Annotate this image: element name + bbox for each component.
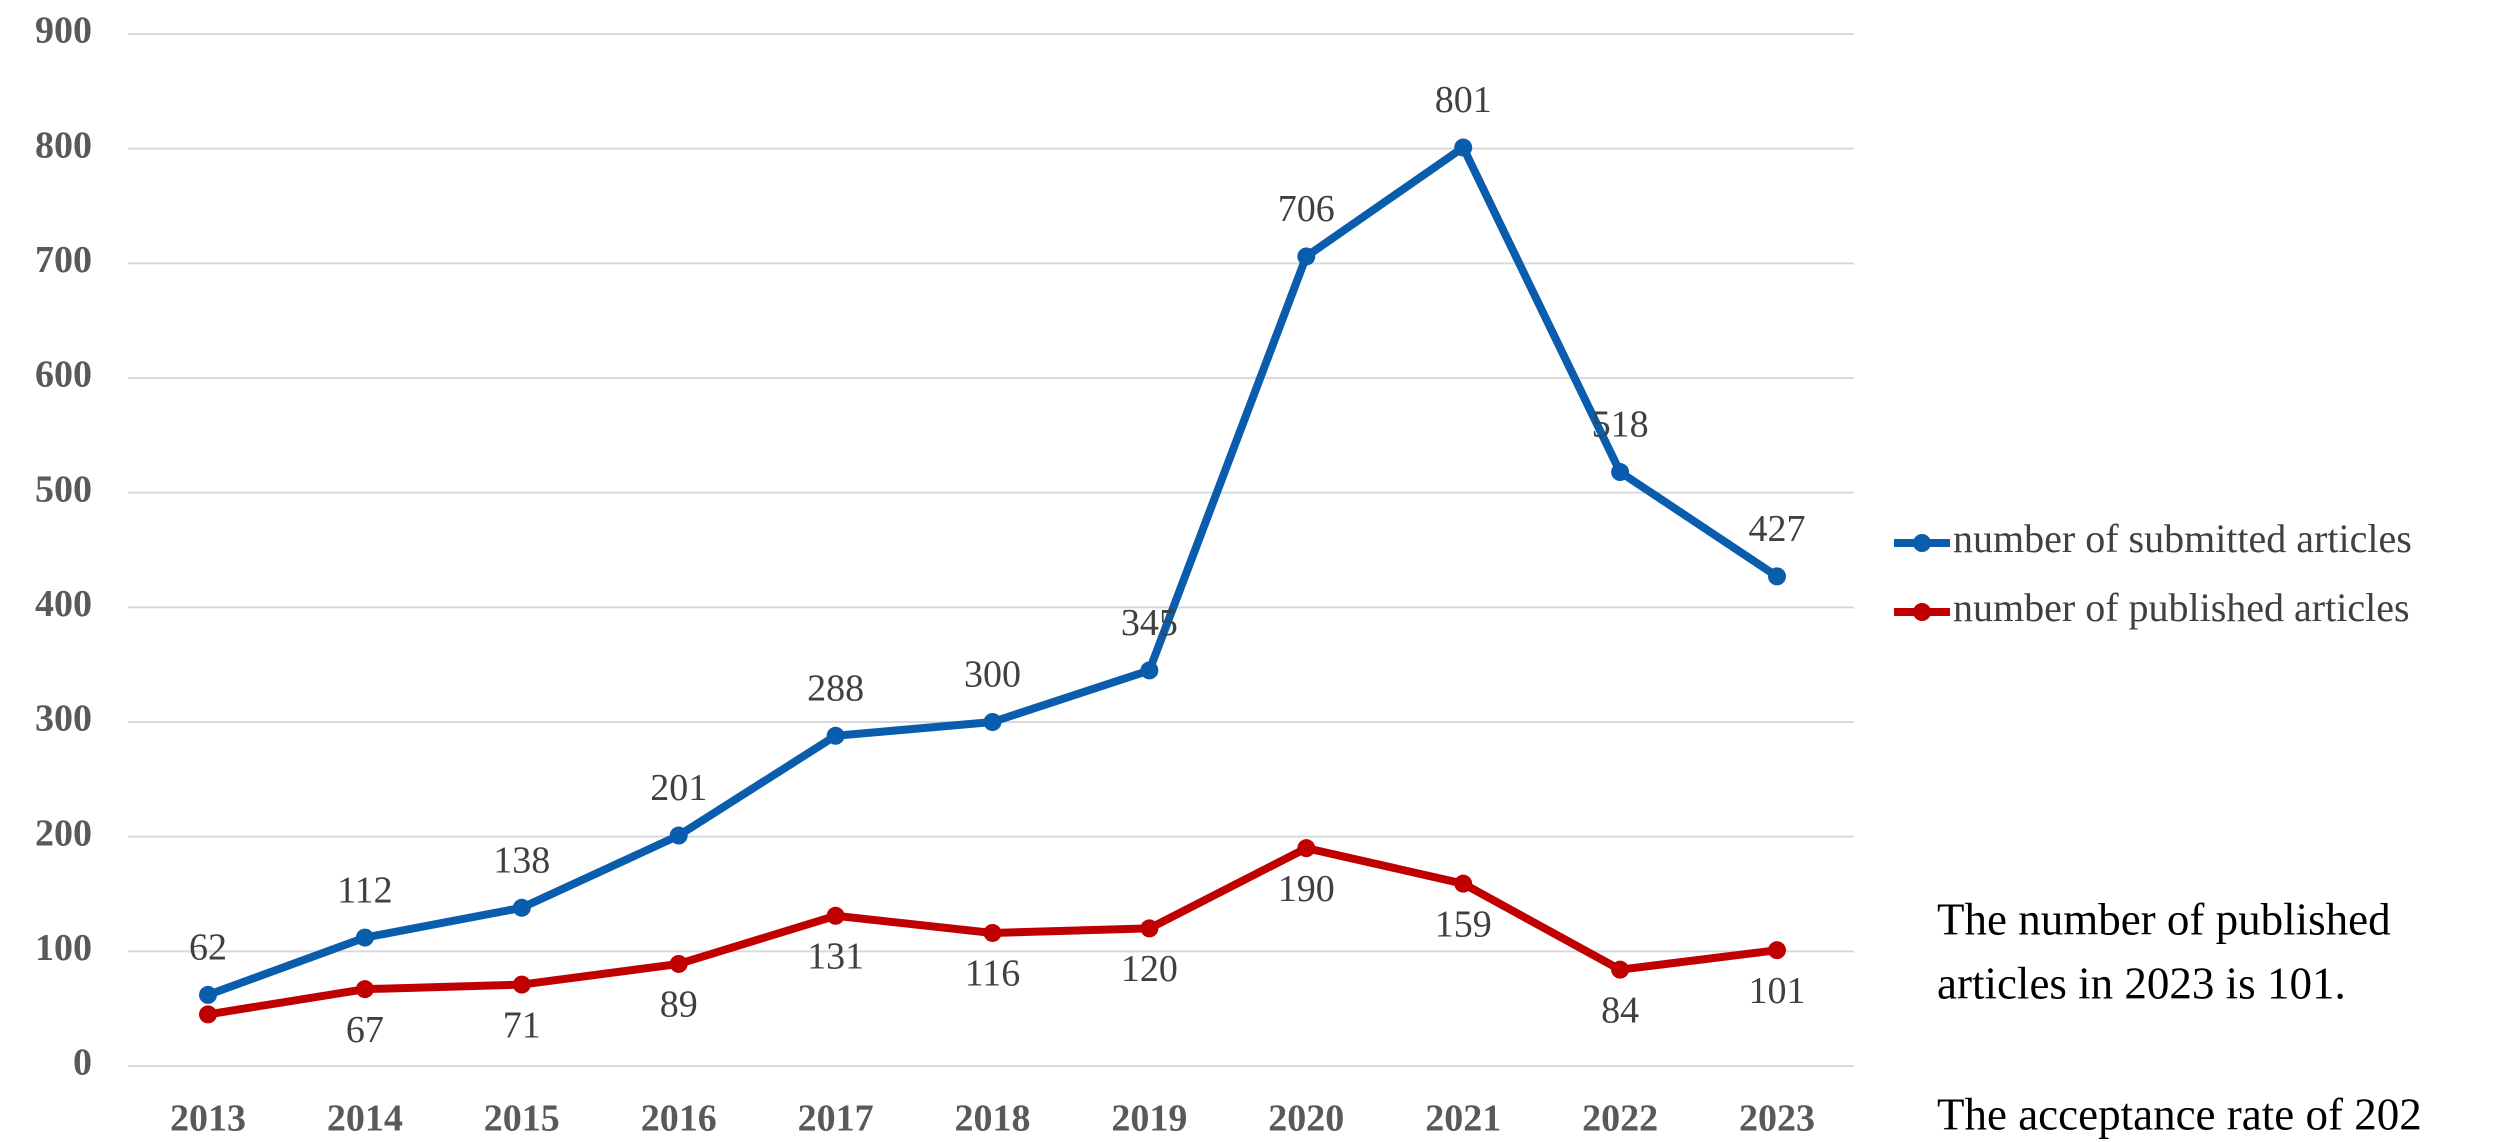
- x-tick-label: 2014: [327, 1098, 403, 1140]
- marker: [670, 955, 688, 973]
- marker: [827, 907, 845, 925]
- y-tick-label: 300: [35, 698, 92, 740]
- legend-marker: [1913, 603, 1931, 621]
- data-label: 89: [660, 984, 698, 1026]
- y-tick-label: 900: [35, 10, 92, 52]
- x-tick-label: 2017: [798, 1098, 874, 1140]
- marker: [1297, 839, 1315, 857]
- data-label: 101: [1749, 970, 1806, 1012]
- marker: [513, 899, 531, 917]
- x-tick-label: 2018: [955, 1098, 1031, 1140]
- marker: [1611, 961, 1629, 979]
- data-label: 84: [1601, 989, 1639, 1031]
- data-label: 71: [503, 1004, 541, 1046]
- marker: [670, 827, 688, 845]
- marker: [1140, 919, 1158, 937]
- marker: [984, 713, 1002, 731]
- marker: [199, 986, 217, 1004]
- data-label: 288: [807, 667, 864, 709]
- annotation: The number of published: [1937, 894, 2391, 944]
- marker: [1297, 247, 1315, 265]
- data-label: 116: [965, 953, 1021, 995]
- marker: [199, 1005, 217, 1023]
- data-label: 518: [1592, 404, 1649, 446]
- y-tick-label: 800: [35, 124, 92, 166]
- marker: [1611, 463, 1629, 481]
- y-tick-label: 500: [35, 468, 92, 510]
- data-label: 190: [1278, 868, 1335, 910]
- legend-label: number of submitted articles: [1953, 516, 2412, 561]
- data-label: 120: [1121, 948, 1178, 990]
- x-tick-label: 2015: [484, 1098, 560, 1140]
- data-label: 159: [1435, 903, 1492, 945]
- data-label: 67: [346, 1009, 384, 1051]
- y-tick-label: 0: [73, 1042, 92, 1084]
- data-label: 427: [1749, 508, 1806, 550]
- marker: [513, 976, 531, 994]
- legend-marker: [1913, 534, 1931, 552]
- data-label: 300: [964, 654, 1021, 696]
- data-label: 201: [650, 767, 707, 809]
- marker: [1140, 661, 1158, 679]
- marker: [356, 929, 374, 947]
- marker: [356, 980, 374, 998]
- y-tick-label: 700: [35, 239, 92, 281]
- y-tick-label: 200: [35, 812, 92, 854]
- x-tick-label: 2016: [641, 1098, 717, 1140]
- annotation: articles in 2023 is 101.: [1937, 958, 2346, 1008]
- data-label: 62: [189, 927, 227, 969]
- data-label: 131: [807, 936, 864, 978]
- data-label: 112: [337, 869, 393, 911]
- data-label: 801: [1435, 79, 1492, 121]
- data-label: 706: [1278, 188, 1335, 230]
- marker: [827, 727, 845, 745]
- marker: [1768, 567, 1786, 585]
- x-tick-label: 2023: [1739, 1098, 1815, 1140]
- marker: [1454, 139, 1472, 157]
- series-line: [208, 148, 1777, 995]
- legend-label: number of published articles: [1953, 585, 2410, 630]
- y-tick-label: 400: [35, 583, 92, 625]
- annotation: The acceptance rate of 202: [1937, 1089, 2422, 1139]
- y-tick-label: 600: [35, 354, 92, 396]
- x-tick-label: 2021: [1425, 1098, 1501, 1140]
- x-tick-label: 2019: [1111, 1098, 1187, 1140]
- x-tick-label: 2013: [170, 1098, 246, 1140]
- marker: [1768, 941, 1786, 959]
- y-tick-label: 100: [35, 927, 92, 969]
- data-label: 138: [493, 839, 550, 881]
- marker: [984, 924, 1002, 942]
- x-tick-label: 2022: [1582, 1098, 1658, 1140]
- data-label: 345: [1121, 602, 1178, 644]
- marker: [1454, 875, 1472, 893]
- chart: The number of published articles in 2023…: [0, 0, 2506, 1142]
- x-tick-label: 2020: [1268, 1098, 1344, 1140]
